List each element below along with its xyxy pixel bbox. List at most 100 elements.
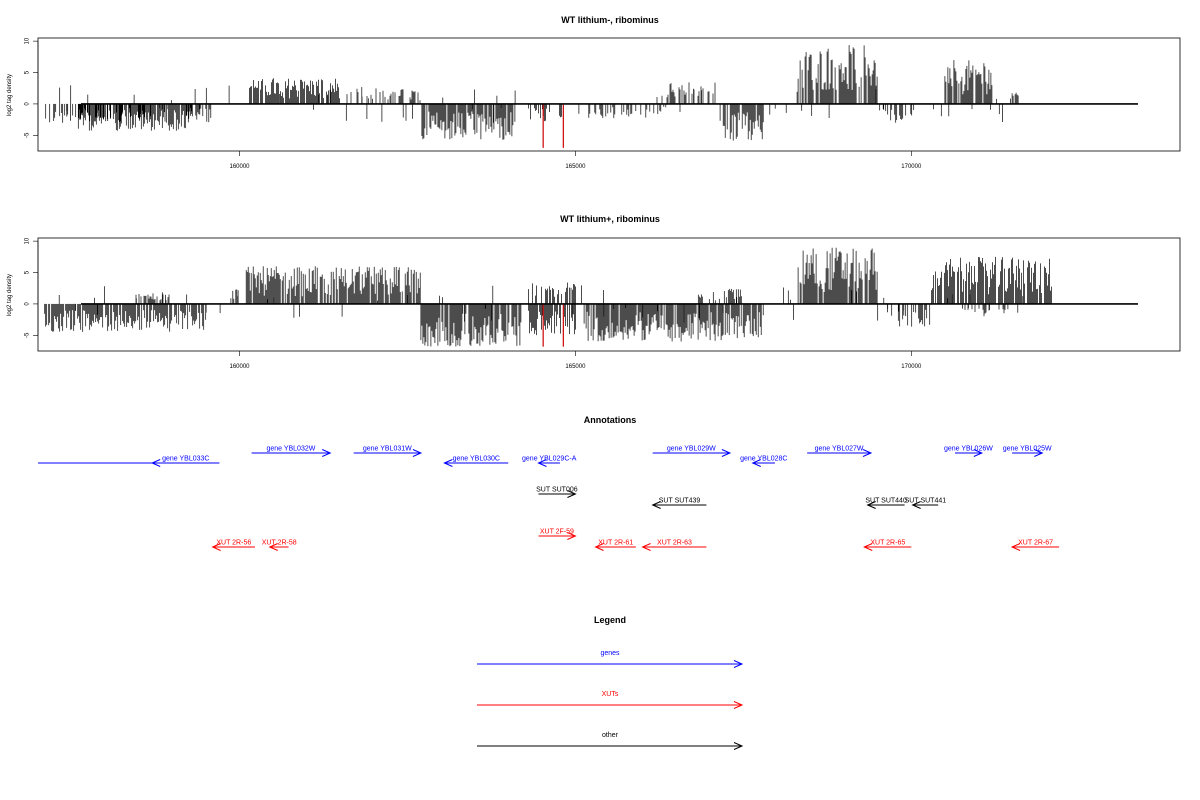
arrow-head — [973, 449, 984, 457]
feature-arrows: gene YBL033C gene YBL032W gene YBL031W gene… — [38, 446, 1060, 551]
feature-gene: gene YBL028C — [740, 456, 787, 467]
x-tick-label: 165000 — [565, 364, 586, 370]
arrow-head — [322, 449, 332, 457]
y-axis: 10 5 0 -5 — [25, 37, 39, 138]
feature-xut: XUT 2R-67 — [1010, 540, 1060, 551]
legend: Legend genes XUTs other — [477, 615, 744, 750]
arrow-head — [863, 543, 873, 551]
y-tick-label: 0 — [25, 102, 31, 106]
feature-xut: XUT 2R-63 — [641, 540, 707, 551]
arrow-head — [1010, 543, 1021, 551]
arrow-head — [567, 532, 577, 540]
arrow-head — [733, 660, 744, 668]
y-tick-label: -5 — [25, 132, 31, 138]
y-tick-label: 10 — [25, 237, 31, 244]
feature-gene: gene YBL030C — [443, 456, 509, 467]
arrow-head — [721, 449, 732, 457]
x-tick-label: 160000 — [230, 164, 251, 170]
feature-label: gene YBL025W — [1003, 446, 1052, 453]
feature-label: gene YBL033C — [162, 456, 209, 463]
x-axis: 160000 165000 170000 — [230, 351, 922, 370]
highlight-bars — [542, 303, 564, 347]
feature-label: gene YBL028C — [740, 456, 787, 463]
feature-label: XUT 2R-58 — [262, 540, 297, 547]
legend-label: genes — [600, 650, 620, 657]
arrow-head — [537, 459, 547, 467]
feature-other: SUT SUT006 — [536, 487, 578, 498]
panel-title: WT lithium-, ribominus — [561, 15, 659, 25]
feature-label: XUT 2R-56 — [216, 540, 251, 547]
plot-frame — [37, 37, 1181, 152]
feature-xut: XUT 2R-58 — [262, 540, 297, 551]
feature-label: XUT 2R-63 — [657, 540, 692, 547]
feature-gene: gene YBL027W — [807, 446, 873, 457]
feature-other: SUT SUT441 — [905, 498, 946, 509]
feature-gene: gene YBL031W — [353, 446, 423, 457]
x-tick-label: 165000 — [565, 164, 586, 170]
feature-other: SUT SUT439 — [651, 498, 707, 509]
feature-xut: XUT 2R-61 — [594, 540, 636, 551]
feature-gene: gene YBL033C — [150, 456, 220, 467]
density-bars — [45, 45, 1019, 141]
legend-entries: genes XUTs other — [477, 650, 744, 750]
arrow-head — [443, 459, 453, 467]
y-tick-label: 5 — [25, 270, 31, 274]
feature-other: SUT SUT440 — [865, 498, 907, 509]
feature-gene: gene YBL029C-A — [522, 456, 577, 467]
arrow-head — [211, 543, 221, 551]
density-bars — [44, 247, 1052, 347]
feature-label: XUT 2R-67 — [1018, 540, 1053, 547]
feature-label: gene YBL029W — [667, 446, 716, 453]
highlight-bars — [542, 103, 564, 148]
annotations-title: Annotations — [584, 415, 637, 425]
feature-label: XUT 2R-65 — [870, 540, 905, 547]
feature-label: SUT SUT006 — [536, 487, 578, 494]
arrow-head — [594, 543, 604, 551]
arrow-head — [1034, 449, 1044, 457]
legend-label: other — [602, 732, 619, 739]
arrow-head — [733, 742, 744, 750]
panel-lithium-minus: WT lithium-, ribominus log2 tag density … — [7, 15, 1181, 170]
arrow-head — [733, 701, 744, 709]
panel-lithium-plus: WT lithium+, ribominus log2 tag density … — [7, 214, 1181, 370]
arrow-head — [866, 501, 876, 509]
feature-label: XUT 2F-59 — [540, 529, 574, 536]
feature-label: gene YBL029C-A — [522, 456, 577, 463]
y-axis: 10 5 0 -5 — [25, 237, 39, 338]
feature-label: gene YBL031W — [363, 446, 412, 453]
y-tick-label: 5 — [25, 70, 31, 74]
y-tick-label: 10 — [25, 37, 31, 44]
feature-label: gene YBL030C — [453, 456, 500, 463]
legend-entry: genes — [477, 650, 744, 668]
legend-title: Legend — [594, 615, 626, 625]
feature-gene: gene YBL029W — [652, 446, 732, 457]
feature-label: XUT 2R-61 — [598, 540, 633, 547]
legend-entry: other — [477, 732, 744, 750]
x-tick-label: 170000 — [901, 164, 922, 170]
legend-label: XUTs — [602, 691, 619, 698]
feature-label: gene YBL027W — [815, 446, 864, 453]
feature-gene: gene YBL032W — [251, 446, 332, 457]
arrow-head — [862, 449, 873, 457]
feature-gene: gene YBL025W — [1003, 446, 1052, 457]
legend-entry: XUTs — [477, 691, 744, 709]
arrow-head — [651, 501, 661, 509]
x-tick-label: 170000 — [901, 364, 922, 370]
arrow-head — [641, 543, 651, 551]
x-axis: 160000 165000 170000 — [230, 151, 922, 170]
arrow-head — [751, 459, 761, 467]
arrow-head — [412, 449, 423, 457]
y-tick-label: 0 — [25, 302, 31, 306]
panel-title: WT lithium+, ribominus — [560, 214, 660, 224]
arrow-head — [268, 543, 278, 551]
arrow-head — [567, 490, 577, 498]
arrow-head — [911, 501, 921, 509]
feature-label: SUT SUT439 — [659, 498, 701, 505]
feature-xut: XUT 2R-56 — [211, 540, 255, 551]
y-axis-label: log2 tag density — [7, 274, 13, 316]
y-tick-label: -5 — [25, 332, 31, 338]
feature-label: SUT SUT440 — [865, 498, 907, 505]
feature-xut: XUT 2F-59 — [538, 529, 577, 540]
feature-label: gene YBL032W — [266, 446, 315, 453]
